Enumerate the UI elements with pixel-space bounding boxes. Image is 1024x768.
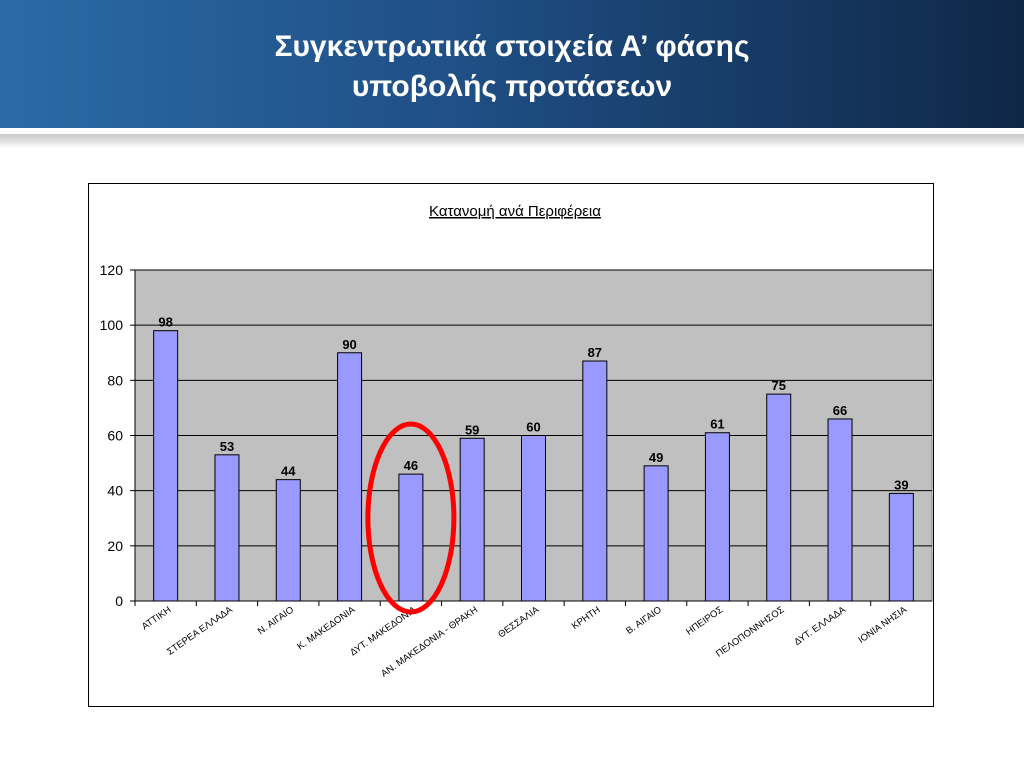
bar <box>643 465 669 602</box>
x-tick-label: Ν. ΑΙΓΑΙΟ <box>256 604 296 637</box>
y-tick-label: 80 <box>107 372 123 388</box>
data-label: 44 <box>281 464 296 479</box>
y-tick-label: 40 <box>107 483 123 499</box>
highlight-circle <box>365 421 457 615</box>
bar <box>275 479 301 602</box>
slide-title: Συγκεντρωτικά στοιχεία Α’ φάσης υποβολής… <box>274 30 750 103</box>
slide-header: Συγκεντρωτικά στοιχεία Α’ φάσης υποβολής… <box>0 0 1024 128</box>
data-label: 75 <box>771 378 785 393</box>
bar <box>398 473 424 602</box>
bar <box>214 454 240 602</box>
x-tick-label: Β. ΑΙΓΑΙΟ <box>624 604 664 636</box>
chart-frame: Κατανομή ανά Περιφέρεια 0 20 40 60 80 100 120 98… <box>88 183 934 707</box>
y-tick-label: 20 <box>107 538 123 554</box>
y-tick-label: 120 <box>100 262 124 278</box>
bar <box>827 418 853 602</box>
bar <box>766 393 792 602</box>
data-label: 90 <box>342 337 356 352</box>
bar-chart: Κατανομή ανά Περιφέρεια 0 20 40 60 80 100 120 98… <box>100 203 933 680</box>
chart-title: Κατανομή ανά Περιφέρεια <box>429 203 601 220</box>
data-label: 59 <box>465 422 479 437</box>
y-tick-label: 60 <box>107 428 123 444</box>
data-label: 98 <box>158 315 172 330</box>
data-label: 87 <box>588 345 602 360</box>
x-tick-label: ΑΝ. ΜΑΚΕΔΟΝΙΑ - ΘΡΑΚΗ <box>379 604 480 679</box>
x-tick-label: Κ. ΜΑΚΕΔΟΝΙΑ <box>295 604 357 652</box>
data-label: 61 <box>710 417 724 432</box>
data-label: 46 <box>404 458 418 473</box>
x-tick-label: ΔΥΤ. ΕΛΛΑΔΑ <box>792 604 848 648</box>
x-tick-label: ΣΤΕΡΕΑ ΕΛΛΑΔΑ <box>165 604 235 658</box>
y-tick-label: 100 <box>100 317 124 333</box>
bar <box>888 492 914 602</box>
y-tick-label: 0 <box>115 593 123 609</box>
header-divider <box>0 134 1024 148</box>
x-tick-label: ΙΟΝΙΑ ΝΗΣΙΑ <box>856 604 909 646</box>
data-label: 60 <box>526 420 540 435</box>
bar <box>459 437 485 602</box>
bar <box>337 352 363 602</box>
data-label: 49 <box>649 450 663 465</box>
bar <box>521 435 546 602</box>
x-tick-label: ΘΕΣΣΑΛΙΑ <box>496 604 541 640</box>
bar <box>153 330 179 602</box>
bar <box>704 432 730 602</box>
data-label: 66 <box>833 403 847 418</box>
data-label: 39 <box>894 477 908 492</box>
x-tick-label: ΠΕΛΟΠΟΝΝΗΣΟΣ <box>714 604 787 659</box>
bar <box>582 360 608 602</box>
x-tick-label: ΚΡΗΤΗ <box>570 604 603 632</box>
data-label: 53 <box>220 439 234 454</box>
x-tick-label: ΗΠΕΙΡΟΣ <box>684 604 725 637</box>
x-tick-label: ΑΤΤΙΚΗ <box>140 604 174 632</box>
